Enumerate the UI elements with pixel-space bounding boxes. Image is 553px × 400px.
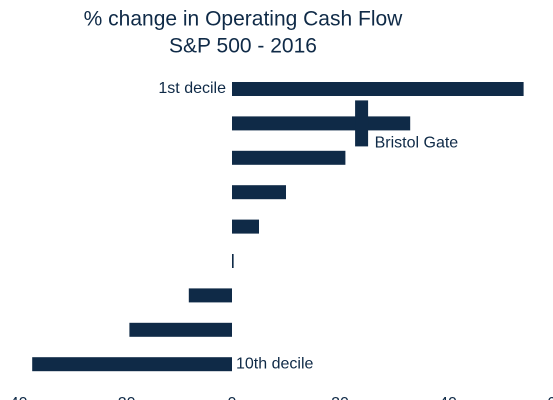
- bar: [232, 82, 524, 96]
- bar: [232, 219, 259, 234]
- x-tick-label: -40: [4, 395, 27, 400]
- x-tick-label: 60: [547, 395, 553, 400]
- chart-subtitle: S&P 500 - 2016: [169, 35, 317, 58]
- marker: [355, 100, 369, 147]
- chart-title: % change in Operating Cash Flow: [84, 8, 404, 31]
- category-label: 1st decile: [158, 80, 226, 97]
- category-label: 10th decile: [236, 355, 313, 372]
- bar: [232, 116, 411, 131]
- bar: [129, 322, 232, 337]
- bar: [188, 288, 232, 303]
- bar: [32, 357, 233, 372]
- x-tick-label: -20: [112, 395, 135, 400]
- x-tick-label: 20: [331, 395, 349, 400]
- bar: [232, 150, 346, 165]
- x-tick-label: 40: [439, 395, 457, 400]
- x-tick-label: 0: [228, 395, 237, 400]
- marker-label: Bristol Gate: [375, 135, 459, 152]
- bar: [232, 254, 234, 268]
- bar: [232, 185, 286, 200]
